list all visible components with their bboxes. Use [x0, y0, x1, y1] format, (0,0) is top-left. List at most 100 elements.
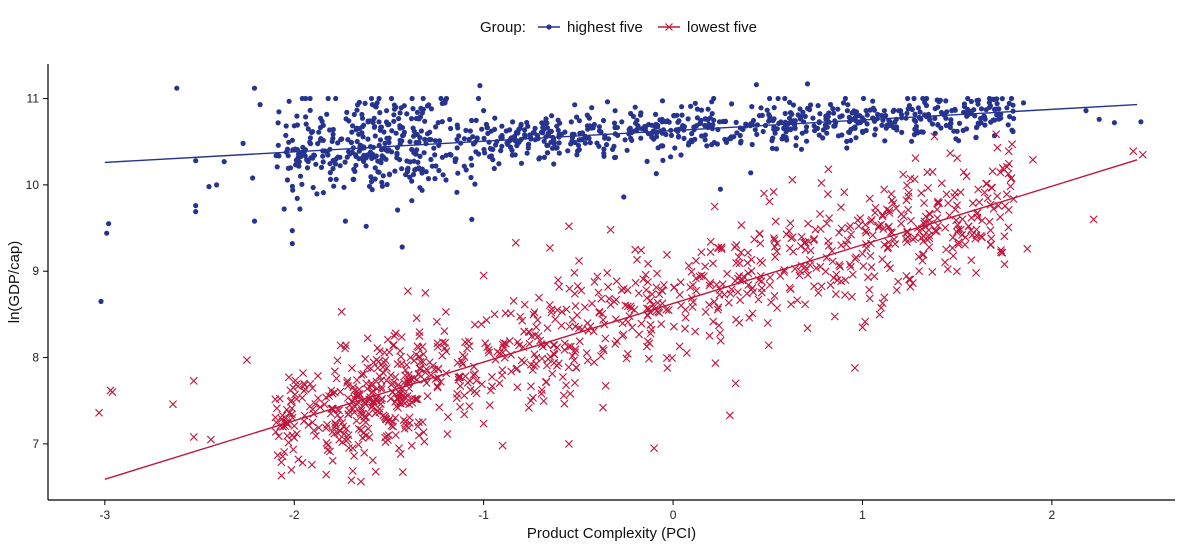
data-point-lowest-five [271, 395, 280, 404]
y-axis-ticks: 7 8 9 10 11 [26, 92, 48, 451]
data-point-lowest-five [395, 444, 403, 453]
data-point-highest-five [968, 98, 975, 105]
data-point-highest-five [851, 125, 857, 131]
data-point-highest-five [917, 109, 923, 115]
data-point-lowest-five [1004, 169, 1013, 178]
data-point-lowest-five [861, 317, 870, 326]
data-point-lowest-five [498, 441, 507, 450]
data-point-highest-five [653, 134, 660, 140]
data-point-lowest-five [575, 337, 584, 346]
data-point-highest-five [606, 136, 612, 142]
data-point-lowest-five [278, 452, 287, 461]
data-point-highest-five [716, 119, 723, 125]
data-point-lowest-five [416, 364, 425, 373]
data-point-lowest-five [472, 376, 481, 385]
data-point-highest-five [251, 85, 258, 91]
data-point-highest-five [558, 131, 565, 137]
data-point-lowest-five [670, 283, 678, 292]
data-point-highest-five [378, 160, 384, 166]
data-point-lowest-five [344, 431, 353, 440]
data-point-highest-five [335, 140, 341, 146]
data-point-lowest-five [298, 393, 307, 402]
data-point-lowest-five [852, 253, 861, 262]
data-point-highest-five [753, 82, 760, 88]
data-point-lowest-five [460, 410, 469, 419]
data-point-highest-five [808, 102, 814, 108]
data-point-lowest-five [545, 301, 554, 309]
data-point-highest-five [310, 184, 316, 191]
data-point-lowest-five [897, 210, 906, 219]
data-point-highest-five [330, 131, 336, 137]
legend-label-highest-five: highest five [567, 19, 643, 36]
data-point-lowest-five [646, 320, 655, 329]
data-point-lowest-five [553, 343, 562, 352]
data-point-lowest-five [920, 199, 929, 207]
data-point-lowest-five [501, 309, 510, 318]
data-point-lowest-five [486, 386, 495, 395]
data-point-highest-five [830, 106, 836, 112]
data-point-lowest-five [547, 305, 556, 314]
data-point-lowest-five [517, 356, 526, 365]
data-point-highest-five [638, 135, 644, 141]
data-point-lowest-five [382, 364, 391, 373]
data-point-highest-five [221, 159, 227, 165]
data-point-highest-five [634, 126, 640, 133]
data-point-highest-five [965, 95, 971, 102]
data-point-highest-five [439, 154, 445, 160]
data-point-lowest-five [988, 167, 997, 176]
data-point-lowest-five [418, 418, 427, 426]
data-point-lowest-five [989, 204, 998, 213]
data-point-lowest-five [745, 313, 754, 322]
data-point-highest-five [477, 83, 483, 89]
data-point-lowest-five [964, 222, 973, 231]
data-point-lowest-five [676, 278, 685, 287]
data-point-lowest-five [875, 310, 884, 319]
data-point-lowest-five [487, 372, 496, 381]
data-point-highest-five [971, 107, 977, 113]
data-point-highest-five [491, 165, 497, 172]
data-point-lowest-five [479, 419, 488, 428]
data-point-highest-five [407, 174, 413, 180]
data-point-highest-five [676, 133, 682, 139]
data-point-highest-five [882, 138, 888, 144]
data-point-highest-five [920, 95, 926, 102]
data-point-highest-five [472, 181, 478, 187]
data-point-highest-five [840, 100, 847, 106]
data-point-lowest-five [393, 360, 402, 369]
data-point-lowest-five [637, 319, 646, 328]
data-point-highest-five [795, 112, 801, 118]
data-point-highest-five [975, 97, 982, 103]
data-point-highest-five [374, 100, 380, 106]
data-point-lowest-five [513, 364, 522, 373]
data-point-highest-five [990, 117, 996, 123]
data-point-lowest-five [948, 233, 957, 242]
data-point-highest-five [325, 152, 331, 158]
data-point-highest-five [891, 124, 897, 131]
data-point-lowest-five [326, 409, 335, 418]
data-point-highest-five [350, 123, 356, 129]
data-point-lowest-five [731, 379, 740, 388]
data-point-lowest-five [300, 379, 308, 388]
data-point-highest-five [709, 111, 715, 117]
data-point-highest-five [193, 158, 199, 164]
data-point-lowest-five [342, 436, 350, 445]
data-point-lowest-five [626, 302, 635, 311]
data-point-lowest-five [974, 185, 983, 194]
data-point-lowest-five [652, 283, 661, 292]
data-point-lowest-five [537, 389, 546, 398]
data-point-highest-five [574, 114, 580, 120]
data-point-highest-five [329, 138, 335, 144]
data-point-lowest-five [562, 305, 571, 314]
data-point-lowest-five [924, 184, 933, 192]
data-point-highest-five [384, 181, 390, 188]
data-point-lowest-five [617, 286, 626, 295]
data-point-lowest-five [541, 378, 550, 387]
data-point-highest-five [351, 111, 357, 118]
data-point-highest-five [773, 146, 780, 152]
fit-lines [104, 103, 1138, 480]
data-point-highest-five [307, 139, 313, 145]
data-point-lowest-five [712, 280, 721, 289]
data-point-highest-five [611, 120, 618, 126]
data-point-highest-five [470, 134, 476, 140]
